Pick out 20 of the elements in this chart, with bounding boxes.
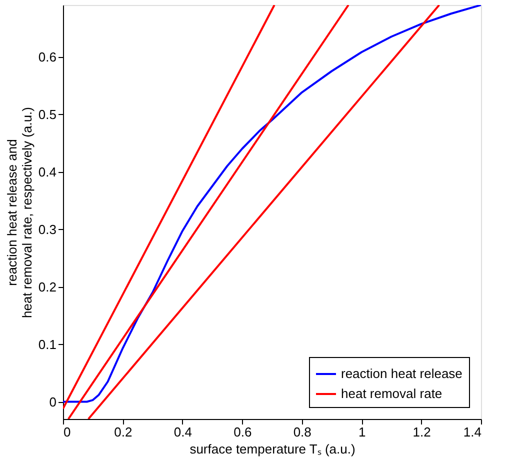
y-tick-label: 0.5 [38, 106, 56, 122]
y-tick-label: 0 [49, 394, 56, 410]
x-tick-label: 0.8 [293, 424, 312, 440]
x-tick-label: 0.4 [174, 424, 192, 440]
y-axis-title: reaction heat release and heat removal rate, respectively (a.u.) [4, 107, 34, 318]
x-tick-label: 0 [64, 424, 71, 440]
y-tick-label: 0.4 [38, 164, 56, 180]
x-tick-label: 1.2 [412, 424, 431, 440]
x-tick-label: 0.2 [114, 424, 132, 440]
y-tick-label: 0.3 [38, 222, 56, 237]
y-tick-label: 0.6 [38, 49, 56, 64]
y-tick-label: 0.1 [38, 336, 56, 352]
legend-label: reaction heat release [341, 366, 462, 381]
line-series [63, 5, 481, 403]
x-tick-label: 1.4 [463, 424, 482, 440]
x-tick-label: 0.6 [234, 424, 252, 440]
y-tick-label: 0.2 [38, 279, 56, 294]
legend-label: heat removal rate [341, 386, 442, 401]
x-axis-title: surface temperature Tₛ (a.u.) [190, 442, 356, 456]
x-tick-label: 1 [358, 424, 366, 440]
